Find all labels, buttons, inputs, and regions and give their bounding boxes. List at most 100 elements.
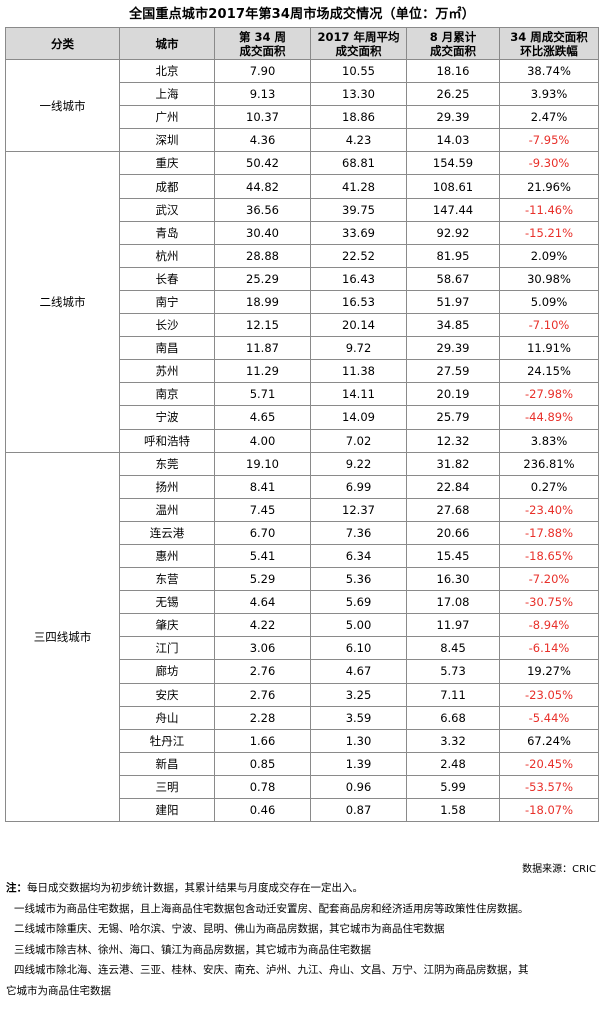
august-cumulative-cell: 6.68	[406, 705, 500, 730]
change-cell: 0.27%	[499, 474, 599, 499]
table-row: 温州 7.45 12.37 27.68 -23.40%	[6, 497, 599, 522]
change-cell: 5.09%	[499, 289, 599, 315]
change-cell: -18.07%	[499, 797, 599, 823]
city-cell: 广州	[119, 105, 215, 130]
weekly-average-cell: 13.30	[310, 82, 407, 107]
august-cumulative-cell: 26.25	[406, 82, 500, 107]
category-cell: 三四线城市	[5, 451, 120, 823]
weekly-average-cell: 10.55	[310, 58, 407, 84]
city-cell: 廊坊	[119, 659, 215, 684]
table-row: 廊坊 2.76 4.67 5.73 19.27%	[6, 659, 599, 684]
weekly-average-cell: 16.53	[310, 289, 407, 315]
weekly-average-cell: 6.34	[310, 543, 407, 569]
week34-cell: 6.70	[214, 520, 311, 545]
city-cell: 牡丹江	[119, 728, 215, 753]
city-cell: 重庆	[119, 151, 215, 176]
city-cell: 温州	[119, 497, 215, 522]
weekly-average-cell: 16.43	[310, 266, 407, 291]
city-cell: 上海	[119, 82, 215, 107]
change-cell: -20.45%	[499, 751, 599, 776]
weekly-average-cell: 68.81	[310, 151, 407, 176]
week34-cell: 9.13	[214, 82, 311, 107]
weekly-average-cell: 5.69	[310, 590, 407, 615]
august-cumulative-cell: 2.48	[406, 751, 500, 776]
table-row: 上海 9.13 13.30 26.25 3.93%	[6, 82, 599, 107]
table-row: 广州 10.37 18.86 29.39 2.47%	[6, 105, 599, 130]
change-cell: -7.10%	[499, 313, 599, 338]
weekly-average-cell: 9.72	[310, 336, 407, 361]
change-cell: -7.95%	[499, 128, 599, 153]
change-cell: 236.81%	[499, 451, 599, 476]
change-cell: -17.88%	[499, 520, 599, 545]
city-cell: 南昌	[119, 336, 215, 361]
page-title: 全国重点城市2017年第34周市场成交情况（单位：万㎡）	[129, 7, 475, 22]
august-cumulative-cell: 27.59	[406, 359, 500, 384]
table-row: 一线城市 北京 7.90 10.55 18.16 38.74%	[5, 58, 599, 153]
august-cumulative-cell: 7.11	[406, 682, 500, 707]
change-cell: 2.09%	[499, 243, 599, 268]
august-cumulative-cell: 147.44	[406, 197, 500, 222]
week34-cell: 18.99	[214, 289, 311, 315]
august-cumulative-cell: 5.73	[406, 659, 500, 684]
week34-cell: 10.37	[214, 105, 311, 130]
week34-cell: 0.78	[214, 774, 311, 800]
note-line: 二线城市除重庆、无锡、哈尔滨、宁波、昆明、佛山为商品房数据，其它城市为商品住宅数…	[14, 923, 445, 935]
city-cell: 舟山	[119, 705, 215, 730]
august-cumulative-cell: 18.16	[406, 58, 500, 84]
city-cell: 无锡	[119, 590, 215, 615]
august-cumulative-cell: 3.32	[406, 728, 500, 753]
weekly-average-cell: 33.69	[310, 220, 407, 245]
table-body: 一线城市 北京 7.90 10.55 18.16 38.74% 上海 9.13 13.30 26.…	[5, 58, 599, 823]
city-cell: 苏州	[119, 359, 215, 384]
week34-cell: 44.82	[214, 174, 311, 199]
august-cumulative-cell: 16.30	[406, 567, 500, 592]
table-row: 呼和浩特 4.00 7.02 12.32 3.83%	[6, 428, 599, 453]
august-cumulative-cell: 20.66	[406, 520, 500, 545]
august-cumulative-cell: 1.58	[406, 797, 500, 823]
week34-cell: 2.76	[214, 659, 311, 684]
city-cell: 宁波	[119, 405, 215, 430]
week34-cell: 0.46	[214, 797, 311, 823]
week34-cell: 19.10	[214, 451, 311, 476]
change-cell: 38.74%	[499, 58, 599, 84]
change-cell: -15.21%	[499, 220, 599, 245]
table-row: 江门 3.06 6.10 8.45 -6.14%	[6, 636, 599, 661]
table-row: 南昌 11.87 9.72 29.39 11.91%	[6, 336, 599, 361]
city-cell: 东营	[119, 567, 215, 592]
header-row: 分类 城市 第 34 周成交面积 2017 年周平均 成交面积 8 月累计 成交面积…	[5, 27, 599, 60]
weekly-average-cell: 14.11	[310, 382, 407, 407]
change-cell: 3.93%	[499, 82, 599, 107]
table-row: 安庆 2.76 3.25 7.11 -23.05%	[6, 682, 599, 707]
change-cell: 11.91%	[499, 336, 599, 361]
city-cell: 北京	[119, 58, 215, 84]
week34-cell: 28.88	[214, 243, 311, 268]
city-cell: 成都	[119, 174, 215, 199]
city-cell: 长春	[119, 266, 215, 291]
change-cell: 2.47%	[499, 105, 599, 130]
header-week34: 第 34 周成交面积	[214, 27, 311, 60]
notes-label: 注：	[6, 882, 27, 894]
week34-cell: 12.15	[214, 313, 311, 338]
note-line: 它城市为商品住宅数据	[6, 984, 111, 997]
week34-cell: 4.22	[214, 613, 311, 638]
table-row: 新昌 0.85 1.39 2.48 -20.45%	[6, 751, 599, 776]
change-cell: 19.27%	[499, 659, 599, 684]
weekly-average-cell: 7.02	[310, 428, 407, 453]
table-row: 武汉 36.56 39.75 147.44 -11.46%	[6, 197, 599, 222]
city-cell: 安庆	[119, 682, 215, 707]
weekly-average-cell: 4.67	[310, 659, 407, 684]
august-cumulative-cell: 8.45	[406, 636, 500, 661]
week34-cell: 3.06	[214, 636, 311, 661]
change-cell: -7.20%	[499, 567, 599, 592]
table-row: 南宁 18.99 16.53 51.97 5.09%	[6, 289, 599, 315]
city-cell: 杭州	[119, 243, 215, 268]
weekly-average-cell: 3.59	[310, 705, 407, 730]
header-change: 34 周成交面积 环比涨跌幅	[499, 27, 599, 60]
table-row: 牡丹江 1.66 1.30 3.32 67.24%	[6, 728, 599, 753]
weekly-average-cell: 0.96	[310, 774, 407, 800]
category-cell: 一线城市	[5, 58, 120, 153]
august-cumulative-cell: 29.39	[406, 105, 500, 130]
table-row: 建阳 0.46 0.87 1.58 -18.07%	[6, 797, 599, 823]
table-row: 深圳 4.36 4.23 14.03 -7.95%	[6, 128, 599, 153]
change-cell: -23.05%	[499, 682, 599, 707]
